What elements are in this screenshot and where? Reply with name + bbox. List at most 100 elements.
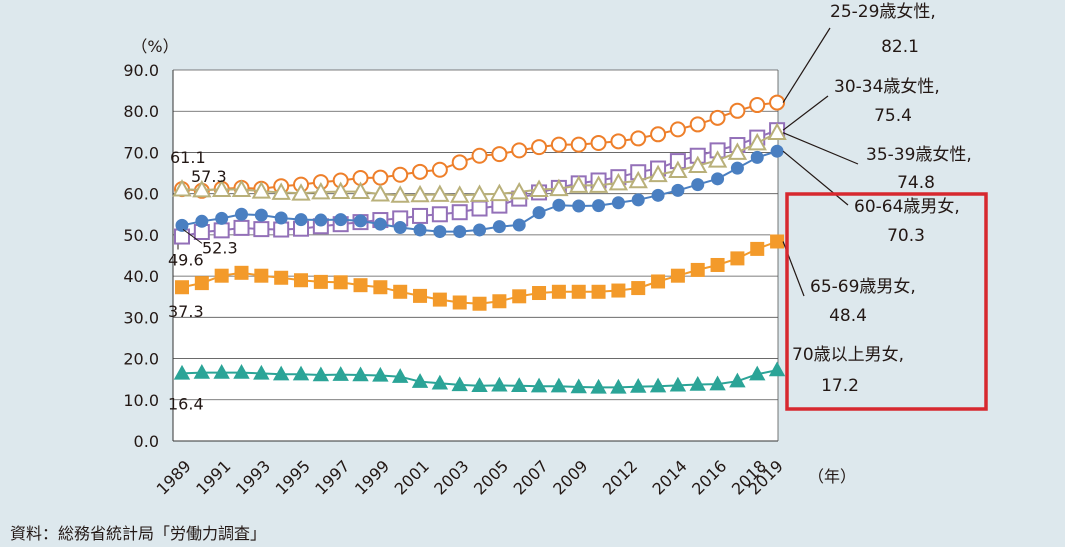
data-point (707, 150, 728, 168)
end-callout-name: 60-64歳男女, (854, 197, 960, 217)
data-point (671, 183, 685, 197)
y-tick-label: 60.0 (123, 185, 159, 204)
data-point (489, 183, 510, 202)
y-tick-label: 30.0 (123, 308, 159, 327)
data-point (271, 182, 291, 200)
start-value-label: 61.1 (170, 148, 206, 167)
data-point (431, 161, 448, 178)
data-point (172, 179, 192, 197)
data-point (431, 206, 448, 223)
data-point (294, 273, 309, 288)
data-point (235, 207, 249, 221)
data-point (588, 175, 609, 193)
data-point (471, 147, 488, 164)
data-point (592, 199, 606, 213)
data-point (611, 196, 625, 210)
end-callout-name: 25-29歳女性, (830, 2, 936, 22)
data-point (413, 223, 427, 237)
data-point (195, 214, 209, 228)
data-point (350, 181, 371, 200)
y-tick-label: 40.0 (123, 267, 159, 286)
data-point (529, 179, 549, 197)
end-callout-value: 17.2 (821, 376, 859, 396)
data-point (569, 175, 589, 193)
data-point (173, 364, 191, 380)
y-tick-label: 10.0 (123, 391, 159, 410)
data-point (333, 275, 348, 290)
series-3 (172, 122, 787, 203)
data-point (511, 377, 528, 392)
data-point (749, 365, 766, 381)
data-point (709, 109, 726, 126)
data-point (192, 179, 212, 198)
data-point (709, 375, 726, 391)
x-unit-label: （年） (808, 467, 856, 486)
end-callout-value: 75.4 (874, 106, 912, 126)
data-point (651, 274, 666, 289)
data-point (749, 97, 766, 114)
data-point (353, 278, 368, 293)
data-point (590, 134, 607, 151)
data-point (253, 221, 270, 238)
data-point (648, 164, 668, 183)
callout-leader-line (782, 132, 859, 165)
data-point (651, 188, 665, 202)
data-point (511, 142, 528, 159)
data-point (332, 366, 349, 381)
end-callout-name: 30-34歳女性, (834, 77, 940, 97)
data-point (768, 361, 786, 377)
data-point (469, 184, 490, 202)
data-point (750, 150, 764, 164)
data-point (431, 374, 449, 390)
data-point (610, 378, 627, 394)
data-point (393, 284, 408, 299)
data-point (770, 234, 785, 249)
start-leader-line (182, 229, 203, 244)
data-point (450, 185, 470, 203)
x-tick-label: 1989 (153, 456, 195, 498)
data-point (313, 274, 328, 289)
y-tick-label: 90.0 (123, 61, 159, 80)
data-point (411, 373, 429, 388)
data-point (354, 214, 368, 228)
data-point (274, 270, 289, 285)
y-unit-label: （%） (131, 37, 178, 56)
y-tick-label: 50.0 (123, 226, 159, 245)
data-point (572, 199, 586, 213)
data-point (432, 292, 447, 307)
data-point (215, 211, 229, 225)
x-tick-label: 2014 (649, 456, 691, 498)
data-point (272, 365, 290, 381)
start-value-label: 52.3 (202, 238, 238, 257)
data-point (392, 166, 409, 183)
series-4 (175, 144, 784, 239)
start-value-label: 16.4 (168, 394, 204, 413)
end-callout-value: 74.8 (897, 173, 935, 193)
data-point (451, 154, 468, 171)
data-point (689, 375, 706, 391)
callout-leader-line (782, 150, 849, 206)
data-point (552, 198, 566, 212)
end-callout-value: 48.4 (829, 306, 867, 326)
data-point (412, 163, 429, 180)
data-point (352, 366, 369, 382)
data-point (668, 160, 688, 178)
data-point (412, 207, 429, 224)
data-point (372, 366, 389, 382)
start-value-label: 37.3 (168, 302, 204, 321)
data-point (390, 185, 410, 203)
data-point (590, 378, 607, 394)
y-tick-label: 0.0 (134, 432, 159, 451)
data-point (509, 181, 529, 200)
data-point (750, 241, 765, 256)
data-point (549, 178, 569, 197)
data-point (491, 146, 508, 163)
data-point (372, 169, 389, 186)
data-point (669, 376, 687, 392)
data-point (531, 139, 548, 156)
data-point (710, 257, 725, 272)
data-point (690, 262, 705, 277)
data-point (214, 268, 229, 283)
data-point (291, 183, 311, 201)
